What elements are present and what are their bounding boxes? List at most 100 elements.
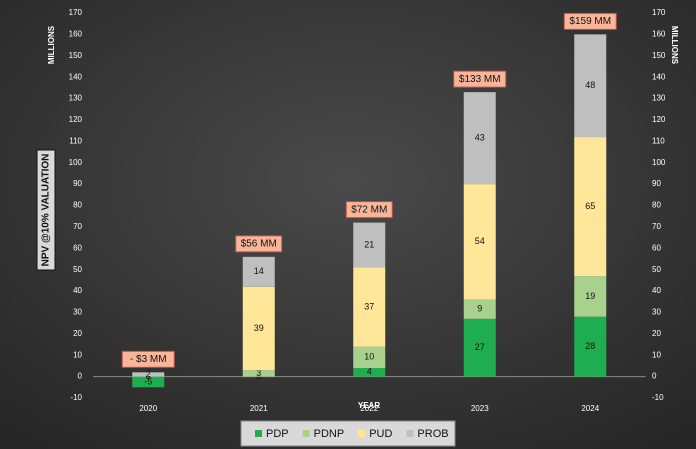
bar-segment: [463, 184, 496, 300]
legend-swatch: [302, 430, 310, 437]
bar-segment: [353, 346, 386, 369]
bar-segment: [242, 256, 275, 287]
total-label: $72 MM: [351, 204, 387, 215]
x-tick-label: 2023: [471, 404, 489, 413]
y-tick-label: 0: [78, 372, 83, 381]
y-tick-label: 60: [73, 243, 82, 252]
y-tick-label: 50: [73, 265, 82, 274]
y-tick-label: 160: [69, 29, 83, 38]
bar-segment: [463, 299, 496, 319]
y2-tick-label: 140: [652, 72, 666, 81]
legend-label: PDNP: [314, 428, 345, 440]
y-tick-label: 110: [69, 136, 82, 145]
y-tick-label: 20: [73, 329, 82, 338]
y-tick-label: 170: [69, 8, 83, 17]
data-label: 27: [475, 342, 485, 352]
data-label: 39: [254, 323, 264, 333]
y-tick-label: 150: [69, 51, 83, 60]
bar-segment: [242, 286, 275, 371]
legend-label: PDP: [266, 428, 289, 440]
y2-tick-label: 90: [652, 179, 661, 188]
y-tick-label: -10: [70, 393, 82, 402]
data-label: 48: [585, 80, 595, 90]
x-tick-label: 2021: [250, 404, 268, 413]
y2-tick-label: 60: [652, 243, 661, 252]
y2-tick-label: 100: [652, 158, 666, 167]
y2-tick-label: 0: [652, 372, 657, 381]
y2-tick-label: 40: [652, 286, 661, 295]
legend-label: PROB: [417, 428, 448, 440]
total-label: $159 MM: [569, 16, 611, 27]
y-tick-label: 130: [69, 94, 83, 103]
y2-tick-label: 170: [652, 8, 666, 17]
y2-tick-label: 70: [652, 222, 661, 231]
data-label: 19: [585, 291, 595, 301]
total-box: [453, 70, 507, 88]
y2-tick-label: 120: [652, 115, 666, 124]
x-tick-label: 2020: [139, 404, 157, 413]
y2-tick-label: 110: [652, 136, 665, 145]
data-label: 28: [585, 341, 595, 351]
y2-tick-label: 30: [652, 308, 661, 317]
legend-label: PUD: [369, 428, 392, 440]
bar-segment: [574, 137, 607, 277]
bar-segment: [574, 276, 607, 317]
data-label: 9: [477, 304, 482, 314]
y-title: NPV @10% VALUATION: [41, 154, 52, 267]
data-label: 54: [475, 236, 485, 246]
x-title: YEAR: [358, 401, 380, 410]
y-tick-label: 140: [69, 72, 83, 81]
y-tick-label: 10: [73, 350, 82, 359]
bar-segment: [353, 222, 386, 268]
total-box: [563, 12, 617, 30]
y2-tick-label: 10: [652, 350, 661, 359]
total-label: - $3 MM: [130, 354, 167, 365]
bar-segment: [463, 92, 496, 185]
y2-tick-label: -10: [652, 393, 664, 402]
total-box: [345, 201, 393, 219]
y-tick-label: 120: [69, 115, 83, 124]
x-tick-label: 2022: [360, 404, 378, 413]
total-label: $133 MM: [459, 74, 501, 85]
data-label: 21: [364, 239, 374, 249]
legend-box: [240, 420, 456, 447]
y2-tick-label: 20: [652, 329, 661, 338]
data-label: 10: [364, 352, 374, 362]
y2-tick-label: 160: [652, 29, 666, 38]
y2-unit-label: MILLIONS: [670, 26, 679, 65]
y-unit-label: MILLIONS: [47, 25, 56, 64]
y-tick-label: 90: [73, 179, 82, 188]
data-label: -5: [144, 376, 152, 386]
data-label: 37: [364, 301, 374, 311]
total-label: $56 MM: [241, 238, 277, 249]
y-tick-label: 30: [73, 308, 82, 317]
data-label: 14: [254, 266, 264, 276]
y-tick-label: 70: [73, 222, 82, 231]
bar-segment: [353, 368, 386, 377]
bar-segment: [574, 316, 607, 377]
data-label: 65: [585, 201, 595, 211]
bar-segment: [353, 267, 386, 347]
data-label: 4: [367, 367, 372, 377]
y2-tick-label: 130: [652, 94, 666, 103]
bar-segment: [132, 372, 165, 377]
legend-swatch: [255, 430, 262, 437]
total-box: [121, 350, 175, 368]
data-label: 3: [256, 368, 261, 378]
bar-segment: [574, 34, 607, 138]
y2-tick-label: 50: [652, 265, 661, 274]
y-tick-label: 40: [73, 286, 82, 295]
data-label: 43: [475, 133, 485, 143]
x-tick-label: 2024: [581, 404, 599, 413]
bar-segment: [463, 318, 496, 377]
legend-swatch: [358, 430, 366, 437]
total-box: [235, 235, 283, 253]
bar-segment: [132, 376, 165, 388]
data-label: 2: [146, 369, 151, 379]
y-tick-label: 80: [73, 201, 82, 210]
y-tick-label: 100: [69, 158, 83, 167]
legend-swatch: [406, 430, 414, 437]
bar-segment: [242, 370, 275, 377]
y2-tick-label: 150: [652, 51, 666, 60]
